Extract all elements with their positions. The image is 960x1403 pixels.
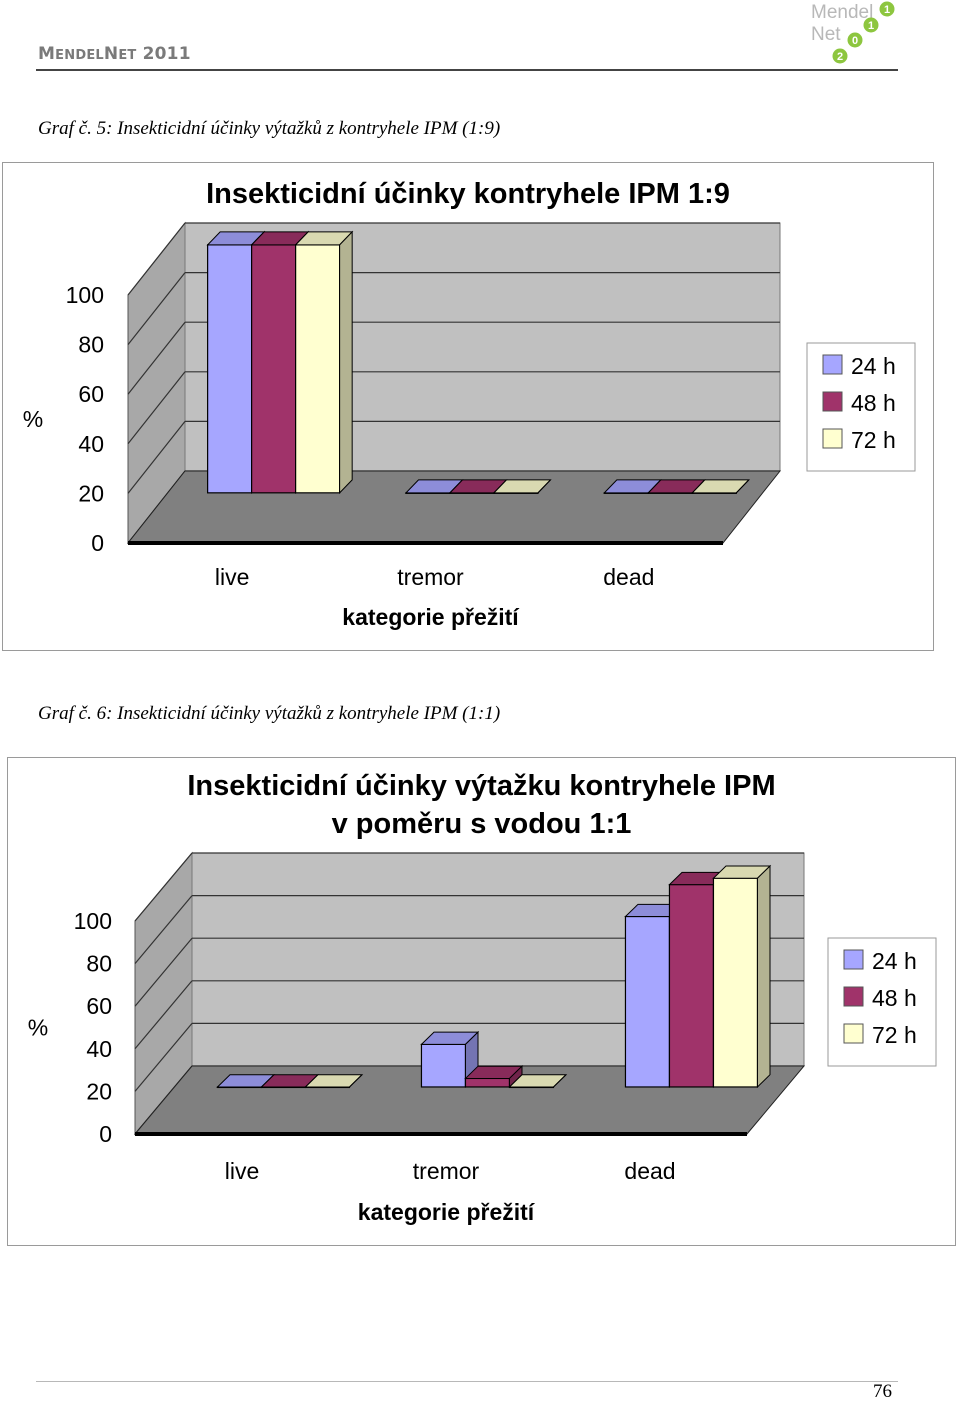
y-tick-label: 80 (86, 951, 112, 977)
x-tick-label: tremor (413, 1158, 480, 1184)
y-tick-label: 0 (99, 1121, 112, 1147)
header-rule (36, 69, 898, 71)
figure-5-chart: Insekticidní účinky kontryhele IPM 1:9 0 2… (23, 178, 916, 630)
logo-digit-3: 0 (852, 35, 858, 47)
legend-swatch (822, 428, 843, 449)
figure-6-chart: Insekticidní účinky výtažku kontryhele I… (28, 770, 937, 1225)
x-tick-label: tremor (397, 564, 464, 590)
legend-swatch (843, 1023, 864, 1044)
x-axis-title: kategorie přežití (358, 1199, 536, 1225)
legend-label: 72 h (872, 1022, 917, 1048)
x-axis-title: kategorie přežití (342, 604, 520, 630)
bar-top-live-72h (304, 1074, 364, 1088)
bar-dead-48h (668, 884, 715, 1088)
y-tick-label: 20 (78, 480, 104, 506)
logo-digit-1: 1 (884, 4, 890, 16)
bar-dead-72h (712, 877, 759, 1088)
figure-5-chart-frame: Insekticidní účinky kontryhele IPM 1:9 0 2… (2, 162, 934, 651)
legend-label: 48 h (851, 390, 896, 416)
chart-gridline-side (127, 321, 186, 395)
y-tick-label: 20 (86, 1078, 112, 1104)
chart-title-line: Insekticidní účinky kontryhele IPM 1:9 (206, 178, 730, 210)
y-tick-label: 100 (66, 282, 104, 308)
chart-gridline-side (134, 937, 193, 1007)
chart-gridline-side (134, 895, 193, 964)
legend-swatch (822, 391, 843, 412)
y-axis-label: % (28, 1015, 48, 1041)
bar-side-dead-72h (756, 864, 771, 1089)
legend-swatch (843, 949, 864, 970)
bar-tremor-24h (420, 1043, 467, 1088)
chart-gridline-side (127, 272, 186, 345)
legend-swatch (822, 354, 843, 375)
y-tick-label: 40 (78, 431, 104, 457)
bar-side-dead-72h (735, 479, 750, 494)
legend-label: 72 h (851, 427, 896, 453)
header-brand: MENDELNET (38, 44, 137, 64)
logo-text-bottom: Net (811, 24, 841, 45)
x-tick-label: dead (603, 564, 654, 590)
chart-title-line: v poměru s vodou 1:1 (332, 808, 632, 840)
y-tick-label: 60 (86, 993, 112, 1019)
bar-tremor-48h (464, 1077, 511, 1088)
y-tick-label: 80 (78, 332, 104, 358)
legend-label: 48 h (872, 985, 917, 1011)
logo-digit-4: 2 (837, 51, 843, 63)
bar-side-tremor-72h (537, 479, 551, 494)
x-tick-label: dead (624, 1158, 675, 1184)
bar-top-tremor-72h (508, 1074, 568, 1088)
footer-rule (36, 1381, 898, 1382)
y-axis-label: % (23, 406, 43, 432)
running-header: MENDELNET 2011 (38, 44, 191, 64)
logo-digit-2: 1 (868, 20, 874, 32)
chart-gridline-side (134, 852, 193, 922)
legend-label: 24 h (872, 948, 917, 974)
chart-title-line: Insekticidní účinky výtažku kontryhele I… (187, 770, 775, 802)
bar-dead-24h (624, 915, 671, 1088)
logo-text-top: Mendel (811, 2, 873, 23)
chart-gridline-side (127, 371, 186, 445)
bar-side-live-72h (339, 230, 353, 495)
figure-6-chart-frame: Insekticidní účinky výtažku kontryhele I… (7, 757, 956, 1246)
y-tick-label: 0 (91, 530, 104, 556)
x-tick-label: live (215, 564, 250, 590)
mendelnet-logo: Mendel Net 1 1 0 2 (811, 1, 895, 64)
chart-gridline-side (127, 222, 186, 296)
legend-swatch (843, 986, 864, 1007)
y-tick-label: 40 (86, 1036, 112, 1062)
y-tick-label: 60 (78, 381, 104, 407)
header-year: 2011 (142, 44, 191, 64)
chart-gridline-side (134, 1023, 193, 1092)
y-tick-label: 100 (74, 908, 112, 934)
x-tick-label: live (225, 1158, 260, 1184)
legend-label: 24 h (851, 353, 896, 379)
figure-6-caption: Graf č. 6: Insekticidní účinky výtažků z… (38, 703, 501, 724)
figure-5-caption: Graf č. 5: Insekticidní účinky výtažků z… (38, 118, 501, 139)
bar-live-72h (295, 244, 341, 494)
bar-live-24h (207, 244, 253, 494)
chart-gridline-side (127, 421, 186, 494)
chart-gridline-side (134, 980, 193, 1050)
page-number: 76 (873, 1381, 892, 1402)
bar-live-48h (251, 244, 297, 494)
